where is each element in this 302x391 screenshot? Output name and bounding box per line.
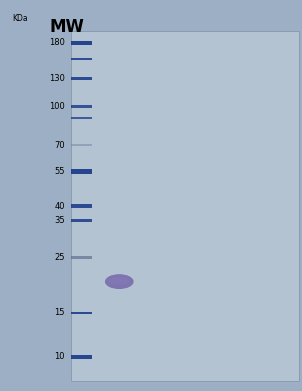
- Bar: [71, 31, 299, 381]
- Bar: [71, 105, 92, 108]
- Text: 15: 15: [54, 308, 65, 317]
- Ellipse shape: [108, 277, 130, 285]
- Bar: [71, 117, 92, 119]
- Text: 55: 55: [54, 167, 65, 176]
- Text: 10: 10: [54, 352, 65, 361]
- Ellipse shape: [105, 274, 134, 289]
- Text: 100: 100: [49, 102, 65, 111]
- Bar: [71, 41, 92, 45]
- Bar: [71, 256, 92, 259]
- Bar: [71, 169, 92, 174]
- Bar: [71, 204, 92, 208]
- Text: 130: 130: [49, 74, 65, 83]
- Bar: [71, 144, 92, 146]
- Text: 35: 35: [54, 216, 65, 225]
- Bar: [71, 57, 92, 60]
- Bar: [71, 312, 92, 314]
- Text: 40: 40: [54, 202, 65, 211]
- Text: 180: 180: [49, 38, 65, 47]
- Text: KDa: KDa: [12, 14, 28, 23]
- Text: 25: 25: [54, 253, 65, 262]
- Bar: [71, 219, 92, 222]
- Bar: [71, 77, 92, 80]
- Bar: [71, 355, 92, 359]
- Text: 70: 70: [54, 141, 65, 150]
- Text: MW: MW: [50, 18, 85, 36]
